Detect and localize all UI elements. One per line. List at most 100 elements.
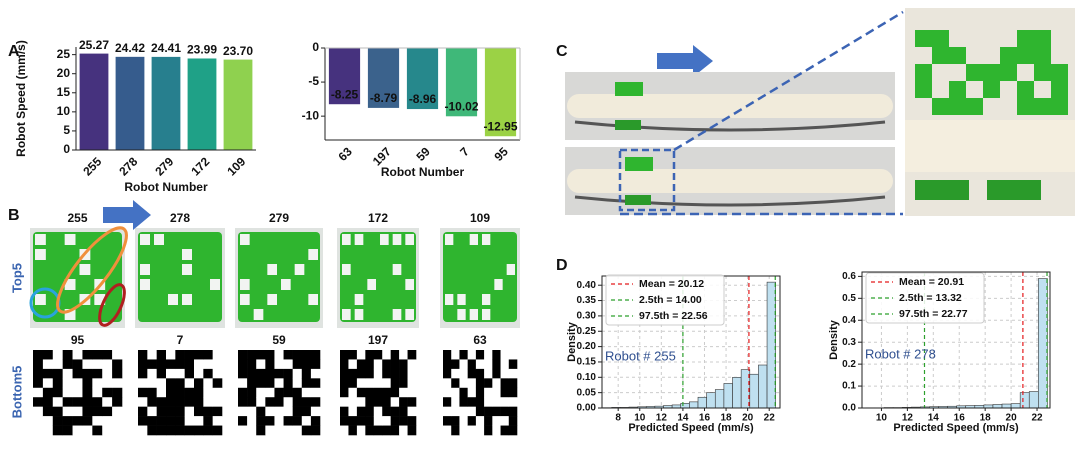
robot-photo xyxy=(138,232,222,322)
voxel xyxy=(451,350,460,360)
voxel xyxy=(42,406,54,417)
robot-void xyxy=(494,279,503,290)
voxel xyxy=(373,416,383,426)
voxel xyxy=(72,387,83,398)
voxel xyxy=(138,378,148,389)
y-tick-label: 0.40 xyxy=(577,280,597,291)
voxel xyxy=(175,368,185,379)
x-tick-label: 16 xyxy=(699,413,711,424)
zoom-robot xyxy=(966,64,983,81)
voxel xyxy=(42,416,54,426)
voxel xyxy=(399,350,408,360)
voxel xyxy=(138,416,148,426)
voxel xyxy=(156,425,167,436)
voxel xyxy=(112,425,123,436)
y-tick-label: 0.4 xyxy=(842,315,856,326)
voxel xyxy=(166,416,176,426)
legend-label: 97.5th = 22.77 xyxy=(899,308,968,320)
voxel xyxy=(292,406,303,417)
voxel xyxy=(283,368,293,379)
voxel xyxy=(274,387,284,398)
voxel xyxy=(508,397,518,407)
axes-frame xyxy=(861,271,1051,409)
voxel xyxy=(508,368,518,379)
zoom-robot xyxy=(1017,81,1034,98)
bar xyxy=(484,48,517,137)
voxel xyxy=(356,406,366,417)
voxel xyxy=(348,359,358,370)
voxel xyxy=(459,368,468,379)
legend-label: Mean = 20.91 xyxy=(899,276,964,288)
voxel xyxy=(451,359,460,370)
voxel xyxy=(72,397,83,407)
cylinder xyxy=(567,94,893,118)
robot-void xyxy=(267,294,277,305)
voxel xyxy=(492,378,501,389)
voxel xyxy=(292,387,303,398)
histogram-bar xyxy=(1038,278,1048,409)
voxel xyxy=(340,416,349,426)
zoom-robot xyxy=(949,47,966,64)
voxel xyxy=(265,406,275,417)
histogram-bar xyxy=(723,383,733,409)
voxel xyxy=(166,378,176,389)
voxel xyxy=(500,359,510,370)
zoom-robot xyxy=(1051,64,1068,81)
voxel xyxy=(475,350,485,360)
zoom-line xyxy=(673,10,904,152)
voxel xyxy=(283,406,293,417)
zoom-robot xyxy=(1034,30,1051,47)
voxel xyxy=(365,350,375,360)
voxel xyxy=(310,359,321,370)
voxel xyxy=(407,406,417,417)
voxel xyxy=(62,378,73,389)
zoom-robot xyxy=(932,30,949,47)
y-tick-label: 5 xyxy=(63,123,70,137)
voxel xyxy=(340,359,349,370)
voxel xyxy=(508,378,518,389)
voxel xyxy=(138,368,148,379)
legend-label: 2.5th = 13.32 xyxy=(899,292,962,304)
voxel xyxy=(238,350,248,360)
voxel xyxy=(256,416,266,426)
voxel xyxy=(82,359,93,370)
voxel xyxy=(365,359,375,370)
voxel xyxy=(475,378,485,389)
voxel xyxy=(238,378,248,389)
voxel xyxy=(194,368,204,379)
y-axis-label: Density xyxy=(828,319,840,360)
voxel xyxy=(348,425,358,436)
voxel xyxy=(467,397,477,407)
voxel xyxy=(194,350,204,360)
y-tick-label: 0.6 xyxy=(842,271,856,282)
voxel xyxy=(390,397,400,407)
x-axis-label: Predicted Speed (mm/s) xyxy=(628,422,754,434)
panel-label: C xyxy=(556,43,568,60)
voxel xyxy=(265,368,275,379)
robot-label: 95 xyxy=(71,333,85,347)
y-tick-label: 0.05 xyxy=(577,387,597,398)
voxel xyxy=(102,350,113,360)
voxel xyxy=(247,397,257,407)
voxel xyxy=(102,406,113,417)
robot-void xyxy=(140,264,150,275)
histogram-bar xyxy=(714,389,725,409)
x-axis-label: Predicted Speed (mm/s) xyxy=(893,422,1019,434)
robot-label: 63 xyxy=(473,333,487,347)
voxel xyxy=(52,406,63,417)
voxel xyxy=(443,425,452,436)
voxel xyxy=(340,425,349,436)
voxel xyxy=(382,425,391,436)
voxel xyxy=(310,397,321,407)
bar xyxy=(151,56,181,150)
voxel xyxy=(500,350,510,360)
voxel xyxy=(467,378,477,389)
zoom-robot xyxy=(1000,47,1017,64)
x-tick-label: 14 xyxy=(677,413,689,424)
robot-void xyxy=(168,294,178,305)
voxel xyxy=(459,406,468,417)
voxel xyxy=(292,350,303,360)
voxel xyxy=(138,359,148,370)
histogram-bar xyxy=(1010,403,1021,409)
bar xyxy=(187,58,217,151)
